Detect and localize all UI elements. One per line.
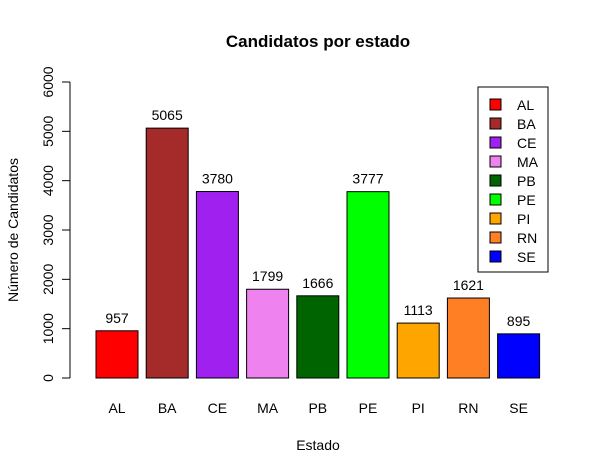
x-tick-label: PI — [412, 400, 425, 416]
x-tick-label: CE — [208, 400, 227, 416]
legend-label: BA — [517, 116, 536, 132]
bar-se — [498, 334, 540, 378]
y-axis-label: Número de Candidatos — [5, 158, 21, 302]
legend-swatch — [490, 118, 501, 129]
bar-ma — [247, 289, 289, 378]
x-tick-label: SE — [509, 400, 528, 416]
bar-value-label: 1621 — [453, 277, 484, 293]
x-tick-label: BA — [158, 400, 177, 416]
legend-swatch — [490, 137, 501, 148]
y-tick-label: 2000 — [40, 264, 56, 295]
legend-label: PE — [517, 192, 536, 208]
x-tick-label: MA — [257, 400, 279, 416]
legend-label: AL — [517, 97, 534, 113]
bar-ba — [146, 128, 188, 378]
x-tick-label: AL — [108, 400, 125, 416]
bar-value-label: 5065 — [152, 107, 183, 123]
y-tick-label: 1000 — [40, 313, 56, 344]
bar-rn — [447, 298, 489, 378]
y-tick-label: 3000 — [40, 214, 56, 245]
legend-swatch — [490, 194, 501, 205]
legend-swatch — [490, 156, 501, 167]
x-tick-label: PB — [308, 400, 327, 416]
legend-label: CE — [517, 135, 536, 151]
legend-swatch — [490, 251, 501, 262]
x-tick-label: PE — [359, 400, 378, 416]
legend-swatch — [490, 99, 501, 110]
bar-value-label: 3777 — [352, 171, 383, 187]
x-tick-labels: AL BA CE MA PB PE PI RN SE — [108, 400, 528, 416]
x-tick-label: RN — [458, 400, 478, 416]
bar-value-label: 1666 — [302, 275, 333, 291]
bar-pi — [397, 323, 439, 378]
bar-pb — [297, 296, 339, 378]
bar-value-label: 895 — [507, 313, 531, 329]
legend-label: MA — [517, 154, 539, 170]
legend-swatch — [490, 232, 501, 243]
legend: AL BA CE MA PB PE PI RN SE — [478, 87, 548, 272]
y-tick-label: 5000 — [40, 116, 56, 147]
bar-al — [96, 331, 138, 378]
legend-swatch — [490, 213, 501, 224]
legend-label: PB — [517, 173, 536, 189]
bar-value-label: 1113 — [404, 302, 433, 318]
y-tick-label: 0 — [40, 374, 56, 382]
legend-box — [478, 87, 548, 272]
y-tick-label: 6000 — [40, 66, 56, 97]
bar-value-label: 3780 — [202, 171, 233, 187]
bar-ce — [196, 192, 238, 378]
bar-pe — [347, 192, 389, 378]
legend-swatch — [490, 175, 501, 186]
legend-label: PI — [517, 211, 530, 227]
bars — [96, 128, 540, 378]
bar-value-label: 1799 — [252, 268, 283, 284]
legend-label: RN — [517, 230, 537, 246]
legend-label: SE — [517, 249, 536, 265]
x-axis-label: Estado — [296, 437, 340, 453]
y-tick-label: 4000 — [40, 165, 56, 196]
chart-title: Candidatos por estado — [226, 32, 410, 51]
y-axis: 0 1000 2000 3000 4000 5000 6000 — [40, 66, 70, 382]
bar-value-label: 957 — [105, 310, 129, 326]
